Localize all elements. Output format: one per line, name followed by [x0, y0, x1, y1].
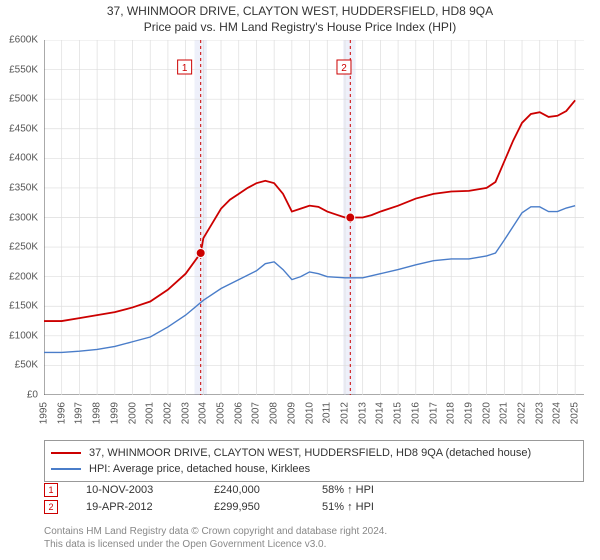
y-tick-label: £150K	[9, 301, 38, 312]
x-tick-label: 2002	[162, 402, 173, 424]
x-tick-label: 1995	[39, 402, 50, 424]
x-axis-labels: 1995199619971998199920002001200220032004…	[44, 398, 584, 438]
x-tick-label: 2003	[180, 402, 191, 424]
x-tick-label: 2012	[339, 402, 350, 424]
sale-marker: 1	[44, 483, 58, 497]
x-tick-label: 1996	[56, 402, 67, 424]
x-tick-label: 1998	[92, 402, 103, 424]
sale-date: 10-NOV-2003	[86, 484, 186, 496]
y-tick-label: £500K	[9, 94, 38, 105]
x-tick-label: 2007	[251, 402, 262, 424]
y-tick-label: £300K	[9, 212, 38, 223]
y-tick-label: £50K	[15, 360, 38, 371]
x-tick-label: 1997	[74, 402, 85, 424]
chart-plot-area: 12	[44, 40, 584, 395]
y-tick-label: £450K	[9, 123, 38, 134]
legend-item: HPI: Average price, detached house, Kirk…	[51, 461, 577, 477]
sale-hpi: 51% ↑ HPI	[322, 501, 374, 513]
x-tick-label: 2024	[552, 402, 563, 424]
attribution-line1: Contains HM Land Registry data © Crown c…	[44, 525, 584, 538]
svg-text:2: 2	[341, 63, 347, 74]
x-tick-label: 2021	[499, 402, 510, 424]
sale-date: 19-APR-2012	[86, 501, 186, 513]
y-tick-label: £350K	[9, 182, 38, 193]
y-tick-label: £0	[27, 390, 38, 401]
y-tick-label: £250K	[9, 242, 38, 253]
sale-price: £240,000	[214, 484, 294, 496]
x-tick-label: 2019	[463, 402, 474, 424]
x-tick-label: 2013	[357, 402, 368, 424]
sales-list: 1 10-NOV-2003 £240,000 58% ↑ HPI 2 19-APR-201…	[44, 483, 584, 517]
x-tick-label: 2005	[216, 402, 227, 424]
x-tick-label: 2020	[481, 402, 492, 424]
x-tick-label: 2023	[534, 402, 545, 424]
x-tick-label: 2010	[304, 402, 315, 424]
x-tick-label: 2001	[145, 402, 156, 424]
x-tick-label: 2008	[269, 402, 280, 424]
x-tick-label: 1999	[109, 402, 120, 424]
x-tick-label: 2006	[233, 402, 244, 424]
x-tick-label: 2000	[127, 402, 138, 424]
x-tick-label: 2025	[570, 402, 581, 424]
y-tick-label: £400K	[9, 153, 38, 164]
x-tick-label: 2022	[517, 402, 528, 424]
legend-label: 37, WHINMOOR DRIVE, CLAYTON WEST, HUDDER…	[89, 445, 531, 461]
sale-row: 1 10-NOV-2003 £240,000 58% ↑ HPI	[44, 483, 584, 497]
x-tick-label: 2015	[393, 402, 404, 424]
x-tick-label: 2016	[410, 402, 421, 424]
title-address: 37, WHINMOOR DRIVE, CLAYTON WEST, HUDDER…	[0, 4, 600, 18]
title-block: 37, WHINMOOR DRIVE, CLAYTON WEST, HUDDER…	[0, 0, 600, 34]
y-axis-labels: £0£50K£100K£150K£200K£250K£300K£350K£400…	[0, 40, 42, 395]
legend-swatch	[51, 452, 81, 454]
sale-price: £299,950	[214, 501, 294, 513]
legend-swatch	[51, 468, 81, 470]
x-tick-label: 2018	[446, 402, 457, 424]
y-tick-label: £100K	[9, 330, 38, 341]
sale-hpi: 58% ↑ HPI	[322, 484, 374, 496]
x-tick-label: 2014	[375, 402, 386, 424]
y-tick-label: £200K	[9, 271, 38, 282]
legend-label: HPI: Average price, detached house, Kirk…	[89, 461, 310, 477]
x-tick-label: 2017	[428, 402, 439, 424]
chart-container: 37, WHINMOOR DRIVE, CLAYTON WEST, HUDDER…	[0, 0, 600, 560]
x-tick-label: 2009	[286, 402, 297, 424]
sale-marker: 2	[44, 500, 58, 514]
chart-svg: 12	[44, 40, 584, 395]
x-tick-label: 2004	[198, 402, 209, 424]
svg-text:1: 1	[182, 63, 188, 74]
attribution: Contains HM Land Registry data © Crown c…	[44, 525, 584, 551]
title-subtitle: Price paid vs. HM Land Registry's House …	[0, 20, 600, 34]
sale-row: 2 19-APR-2012 £299,950 51% ↑ HPI	[44, 500, 584, 514]
y-tick-label: £550K	[9, 64, 38, 75]
x-tick-label: 2011	[322, 402, 333, 424]
legend-box: 37, WHINMOOR DRIVE, CLAYTON WEST, HUDDER…	[44, 440, 584, 482]
y-tick-label: £600K	[9, 35, 38, 46]
attribution-line2: This data is licensed under the Open Gov…	[44, 538, 584, 551]
legend-item: 37, WHINMOOR DRIVE, CLAYTON WEST, HUDDER…	[51, 445, 577, 461]
